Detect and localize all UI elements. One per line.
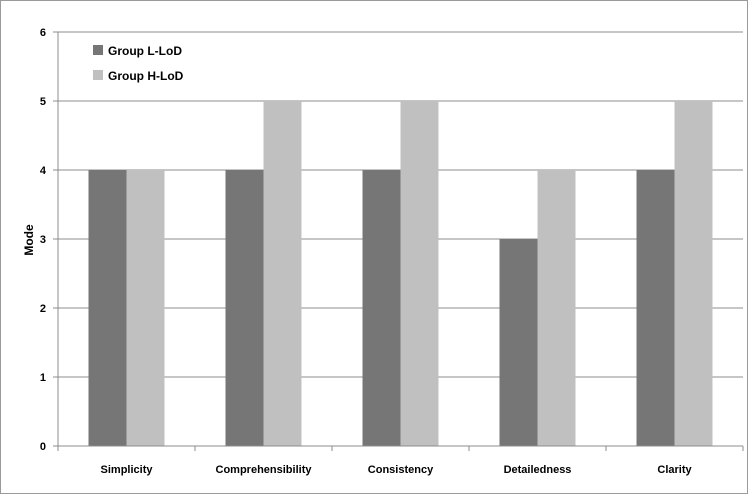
y-tick-label: 2 xyxy=(40,303,46,315)
x-tick-label: Comprehensibility xyxy=(216,464,313,476)
y-axis-title: Mode xyxy=(22,224,36,256)
bar-group-h-lod-consistency xyxy=(400,101,439,446)
bar-group-l-lod-detailedness xyxy=(499,239,538,446)
x-tick-label: Simplicity xyxy=(101,464,154,476)
x-tick-label: Consistency xyxy=(368,464,434,476)
bar-group-l-lod-consistency xyxy=(362,170,401,446)
y-tick-label: 3 xyxy=(40,234,46,246)
bar-group-h-lod-comprehensibility xyxy=(263,101,302,446)
bars xyxy=(88,101,713,446)
x-tick-label: Clarity xyxy=(657,464,692,476)
bar-group-l-lod-clarity xyxy=(636,170,675,446)
y-tick-label: 1 xyxy=(40,372,46,384)
x-tick-label: Detailedness xyxy=(504,464,572,476)
y-tick-label: 5 xyxy=(40,96,46,108)
y-tick-labels: 0 1 2 3 4 5 6 xyxy=(40,27,47,453)
bar-group-l-lod-comprehensibility xyxy=(225,170,264,446)
bar-group-h-lod-simplicity xyxy=(126,170,165,446)
legend-swatch xyxy=(93,45,103,55)
axes xyxy=(57,32,744,451)
bar-group-h-lod-detailedness xyxy=(537,170,576,446)
y-tick-label: 0 xyxy=(40,441,46,453)
bar-group-h-lod-clarity xyxy=(674,101,713,446)
legend-label: Group H-LoD xyxy=(108,69,184,83)
y-tick-label: 4 xyxy=(40,165,47,177)
legend-swatch xyxy=(93,70,103,80)
bar-group-l-lod-simplicity xyxy=(88,170,127,446)
x-tick-labels: Simplicity Comprehensibility Consistency De… xyxy=(101,464,693,476)
legend-label: Group L-LoD xyxy=(108,44,182,58)
legend: Group L-LoD Group H-LoD xyxy=(93,44,184,83)
y-tick-label: 6 xyxy=(40,27,46,39)
